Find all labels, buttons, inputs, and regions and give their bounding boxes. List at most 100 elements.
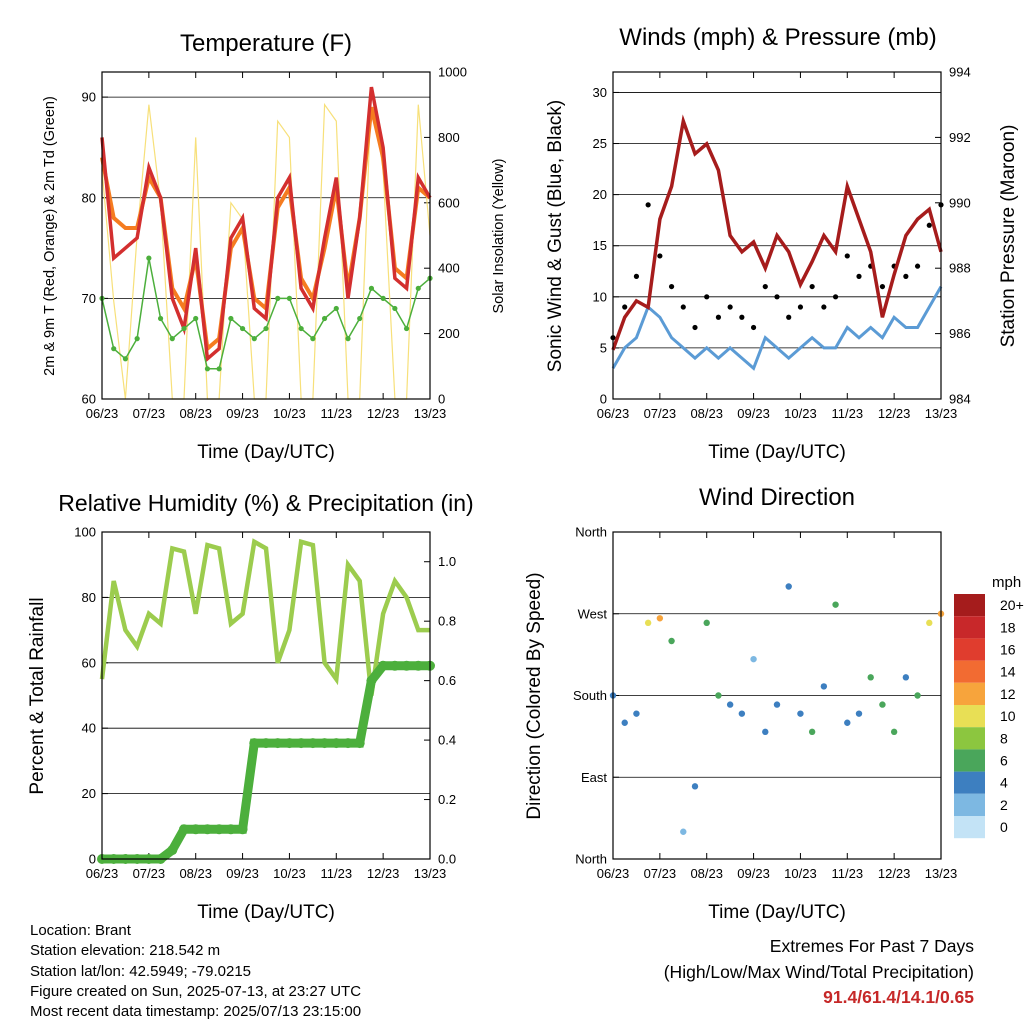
temperature-panel: Temperature (F) 60 70 80 90 0 200 400 600 800 100… <box>42 30 507 463</box>
colorbar-swatch <box>954 705 985 728</box>
winds-y2tick-label: 988 <box>949 261 971 276</box>
temperature-xlabel: Time (Day/UTC) <box>197 442 335 463</box>
gust-point <box>633 273 640 279</box>
temperature-frame <box>101 71 431 400</box>
direction-ytick-label: South <box>573 688 607 703</box>
gust-point <box>903 273 909 279</box>
gust-point <box>774 294 780 300</box>
winds-xtick-label: 06/23 <box>597 406 630 421</box>
gust-point <box>856 273 862 279</box>
humidity-ytick-label: 0 <box>89 852 96 867</box>
humidity-xtick-label: 08/23 <box>179 866 212 881</box>
temperature-y2tick-label: 400 <box>438 261 460 276</box>
direction-point <box>926 619 933 627</box>
relative-humidity-line <box>99 538 430 696</box>
direction-point <box>703 619 710 627</box>
rainfall-point <box>214 824 225 835</box>
direction-ylabel: Direction (Colored By Speed) <box>524 572 545 819</box>
direction-ytick-label: East <box>581 770 607 785</box>
direction-point <box>914 692 921 699</box>
winds-ytick-label: 30 <box>593 85 607 100</box>
colorbar-label: 14 <box>1000 664 1016 680</box>
humidity-xlabel: Time (Day/UTC) <box>197 902 335 923</box>
colorbar-swatch <box>954 793 985 816</box>
direction-point <box>668 637 675 645</box>
temperature-xtick-label: 11/23 <box>320 406 352 421</box>
rainfall-point <box>354 738 365 749</box>
rainfall-point <box>401 660 412 671</box>
gust-point <box>926 222 932 228</box>
rainfall-point <box>413 660 424 671</box>
temperature-xtick-label: 10/23 <box>273 406 306 421</box>
rainfall-point <box>167 845 178 856</box>
humidity-panel: Relative Humidity (%) & Precipitation (i… <box>27 490 474 923</box>
winds-ylabel: Sonic Wind & Gust (Blue, Black) <box>545 100 566 372</box>
temperature-ylabel: 2m & 9m T (Red, Orange) & 2m Td (Green) <box>42 96 58 376</box>
info-latlon: Station lat/lon: 42.5949; -79.0215 <box>30 962 252 980</box>
temperature-ytick-label: 90 <box>82 90 96 105</box>
rainfall-point <box>343 738 353 749</box>
info-location: Location: Brant <box>30 922 131 939</box>
temperature-xtick-label: 07/23 <box>133 406 166 421</box>
direction-point <box>773 701 781 708</box>
gust-point <box>914 263 921 269</box>
winds-xtick-label: 10/23 <box>784 406 817 421</box>
colorbar-swatch <box>954 616 985 639</box>
winds-xtick-label: 07/23 <box>644 406 677 421</box>
gust-point <box>680 304 686 310</box>
gust-point <box>879 283 886 290</box>
colorbar-title: mph <box>992 574 1021 591</box>
winds-y2tick-label: 986 <box>949 326 971 341</box>
direction-title: Wind Direction <box>699 484 855 511</box>
humidity-y2tick-label: 0.0 <box>438 852 456 867</box>
winds-ytick-label: 0 <box>600 392 607 407</box>
temperature-y2tick-label: 600 <box>438 195 460 210</box>
colorbar-swatch <box>954 727 985 750</box>
gust-point <box>797 304 804 310</box>
direction-point <box>785 583 792 590</box>
winds-ytick-label: 10 <box>593 289 607 304</box>
direction-xtick-label: 09/23 <box>737 866 770 881</box>
humidity-ytick-label: 80 <box>82 590 96 605</box>
humidity-ytick-label: 60 <box>82 655 96 670</box>
direction-point <box>644 619 652 627</box>
humidity-ylabel: Percent & Total Rainfall <box>27 597 48 794</box>
direction-xlabel: Time (Day/UTC) <box>708 902 846 923</box>
humidity-xtick-label: 06/23 <box>86 866 119 881</box>
humidity-y2tick-label: 0.6 <box>438 673 456 688</box>
gust-point <box>739 314 745 320</box>
gust-point <box>832 294 839 300</box>
colorbar-label: 12 <box>1000 686 1016 702</box>
rainfall-point <box>296 738 307 749</box>
gust-point <box>668 283 675 290</box>
temperature-xtick-label: 13/23 <box>414 406 447 421</box>
winds-xtick-label: 11/23 <box>831 406 863 421</box>
colorbar-label: 18 <box>1000 619 1016 635</box>
direction-point <box>656 615 664 622</box>
gust-point <box>622 304 628 310</box>
gust-point <box>645 202 651 208</box>
direction-point <box>844 719 851 726</box>
direction-xtick-label: 12/23 <box>878 866 911 881</box>
gust-point <box>692 324 698 331</box>
winds-y2label: Station Pressure (Maroon) <box>998 125 1019 348</box>
colorbar-swatch <box>954 771 985 794</box>
temperature-xtick-label: 06/23 <box>86 406 119 421</box>
direction-point <box>762 728 769 736</box>
winds-xlabel: Time (Day/UTC) <box>708 442 846 463</box>
info-elevation: Station elevation: 218.542 m <box>30 942 221 960</box>
colorbar-label: 8 <box>1000 730 1008 746</box>
gust-point <box>704 294 710 300</box>
direction-point <box>879 701 886 708</box>
extremes-block: Extremes For Past 7 Days (High/Low/Max W… <box>664 934 974 1011</box>
direction-ytick-label: North <box>575 852 607 867</box>
humidity-xtick-label: 12/23 <box>367 866 400 881</box>
sonic-wind-line <box>611 285 943 371</box>
winds-y2tick-label: 992 <box>949 130 971 145</box>
rainfall-point <box>179 824 189 835</box>
humidity-xtick-label: 11/23 <box>320 866 352 881</box>
rainfall-point <box>190 824 201 835</box>
direction-frame <box>612 531 942 860</box>
winds-xtick-label: 08/23 <box>690 406 723 421</box>
